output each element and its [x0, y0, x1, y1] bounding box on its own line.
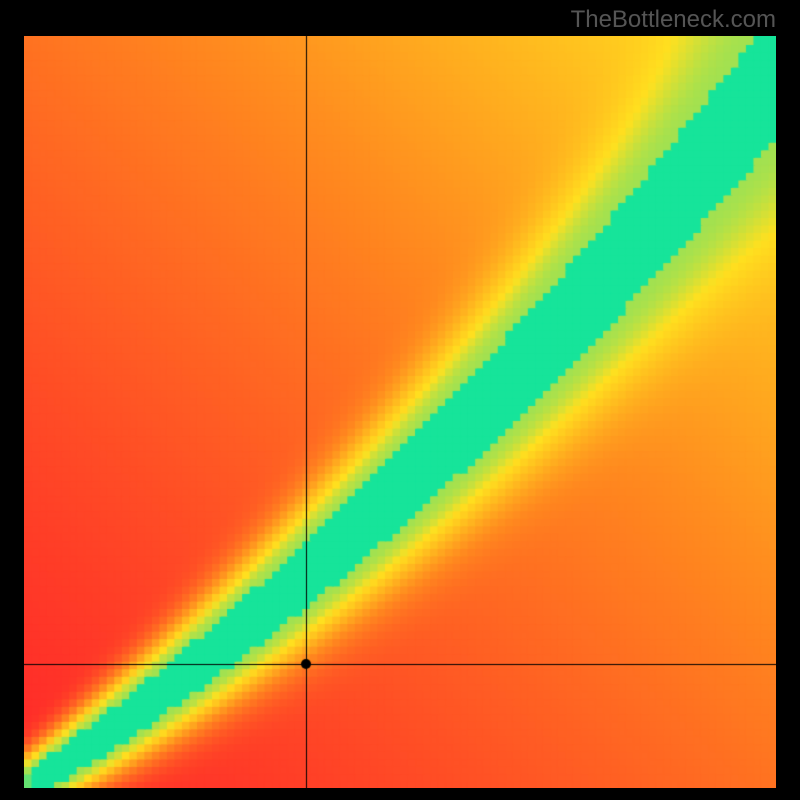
bottleneck-heatmap [24, 36, 776, 788]
chart-container: TheBottleneck.com [0, 0, 800, 800]
watermark-text: TheBottleneck.com [571, 6, 776, 34]
